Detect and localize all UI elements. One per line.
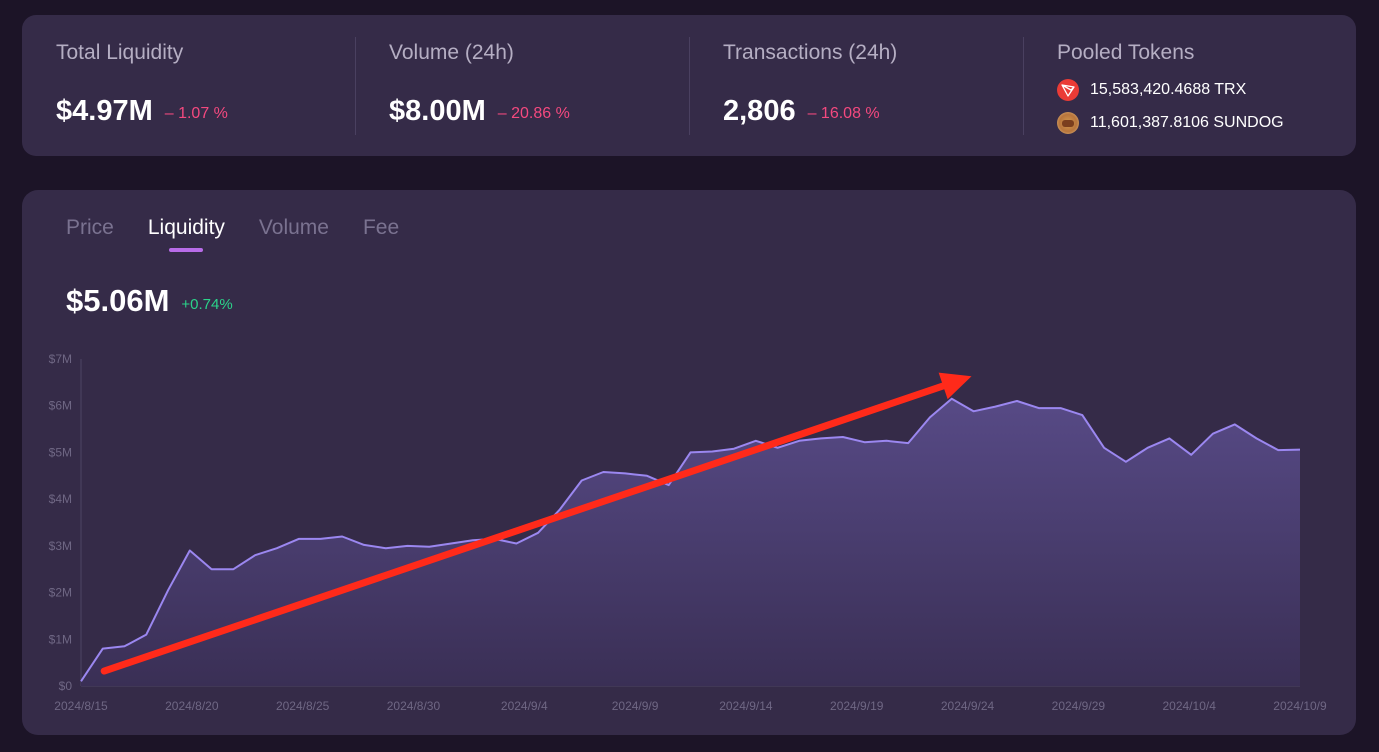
stat-value: $4.97M: [56, 95, 153, 127]
liquidity-area: [81, 398, 1300, 686]
y-tick-label: $7M: [49, 352, 72, 366]
x-tick-label: 2024/9/14: [719, 699, 773, 713]
x-tick-label: 2024/9/9: [612, 699, 659, 713]
x-tick-label: 2024/9/29: [1052, 699, 1106, 713]
tab-fee[interactable]: Fee: [363, 216, 399, 240]
annotation: [100, 372, 972, 675]
stat-value: $8.00M: [389, 95, 486, 127]
x-tick-label: 2024/9/19: [830, 699, 884, 713]
tab-liquidity[interactable]: Liquidity: [147, 216, 225, 252]
tab-volume[interactable]: Volume: [259, 216, 329, 240]
y-tick-label: $3M: [49, 539, 72, 553]
stat-value: 2,806: [723, 95, 796, 127]
y-tick-label: $1M: [49, 632, 72, 646]
tab-label: Price: [66, 216, 114, 239]
active-tab-indicator: [169, 248, 204, 252]
annotation-arrow-head: [938, 372, 972, 400]
tab-label: Liquidity: [147, 216, 225, 239]
x-tick-label: 2024/10/4: [1162, 699, 1216, 713]
stat-change: – 1.07 %: [164, 104, 228, 122]
x-tick-label: 2024/8/30: [387, 699, 441, 713]
x-tick-label: 2024/10/9: [1273, 699, 1327, 713]
stat-change: – 20.86 %: [497, 104, 570, 122]
x-axis: 2024/8/15 2024/8/20 2024/8/25 2024/8/30 2024…: [54, 685, 1327, 713]
tab-label: Volume: [258, 216, 329, 239]
tab-price[interactable]: Price: [66, 216, 114, 240]
x-tick-label: 2024/8/25: [276, 699, 330, 713]
divider: [355, 37, 356, 135]
divider: [689, 37, 690, 135]
chart-tabs: Price Liquidity Volume Fee: [66, 216, 433, 252]
pooled-token-row-trx: 15,583,420.4688 TRX: [1057, 79, 1246, 101]
y-tick-label: $0: [59, 679, 73, 693]
liquidity-line: [80, 397, 1301, 682]
stat-label: Volume (24h): [389, 41, 514, 64]
stat-label: Total Liquidity: [56, 41, 184, 64]
stat-change: – 16.08 %: [807, 104, 880, 122]
chart-current-value: $5.06M +0.74%: [66, 283, 233, 319]
pooled-token-row-sundog: 11,601,387.8106 SUNDOG: [1057, 112, 1284, 134]
trx-token-icon: [1057, 79, 1079, 101]
y-tick-label: $5M: [49, 445, 72, 459]
y-tick-label: $6M: [49, 399, 72, 413]
pooled-tokens-label: Pooled Tokens: [1057, 41, 1195, 64]
sundog-token-icon: [1057, 112, 1079, 134]
annotation-arrow-shaft: [100, 382, 947, 675]
current-liquidity-value: $5.06M: [66, 283, 170, 318]
x-tick-label: 2024/9/4: [501, 699, 548, 713]
y-tick-label: $2M: [49, 586, 72, 600]
y-tick-label: $4M: [49, 492, 72, 506]
series: [80, 397, 1301, 686]
x-tick-label: 2024/9/24: [941, 699, 995, 713]
pooled-token-amount: 11,601,387.8106 SUNDOG: [1090, 114, 1284, 131]
stat-label: Transactions (24h): [723, 41, 898, 64]
y-axis: $0 $1M $2M $3M $4M $5M $6M $7M: [49, 352, 82, 693]
current-liquidity-change: +0.74%: [181, 295, 233, 313]
stats-card: Total Liquidity $4.97M – 1.07 % Volume (…: [22, 15, 1356, 156]
x-tick-label: 2024/8/20: [165, 699, 219, 713]
divider: [1023, 37, 1024, 135]
tab-label: Fee: [362, 216, 400, 239]
pooled-token-amount: 15,583,420.4688 TRX: [1090, 81, 1247, 98]
x-tick-label: 2024/8/15: [54, 699, 108, 713]
